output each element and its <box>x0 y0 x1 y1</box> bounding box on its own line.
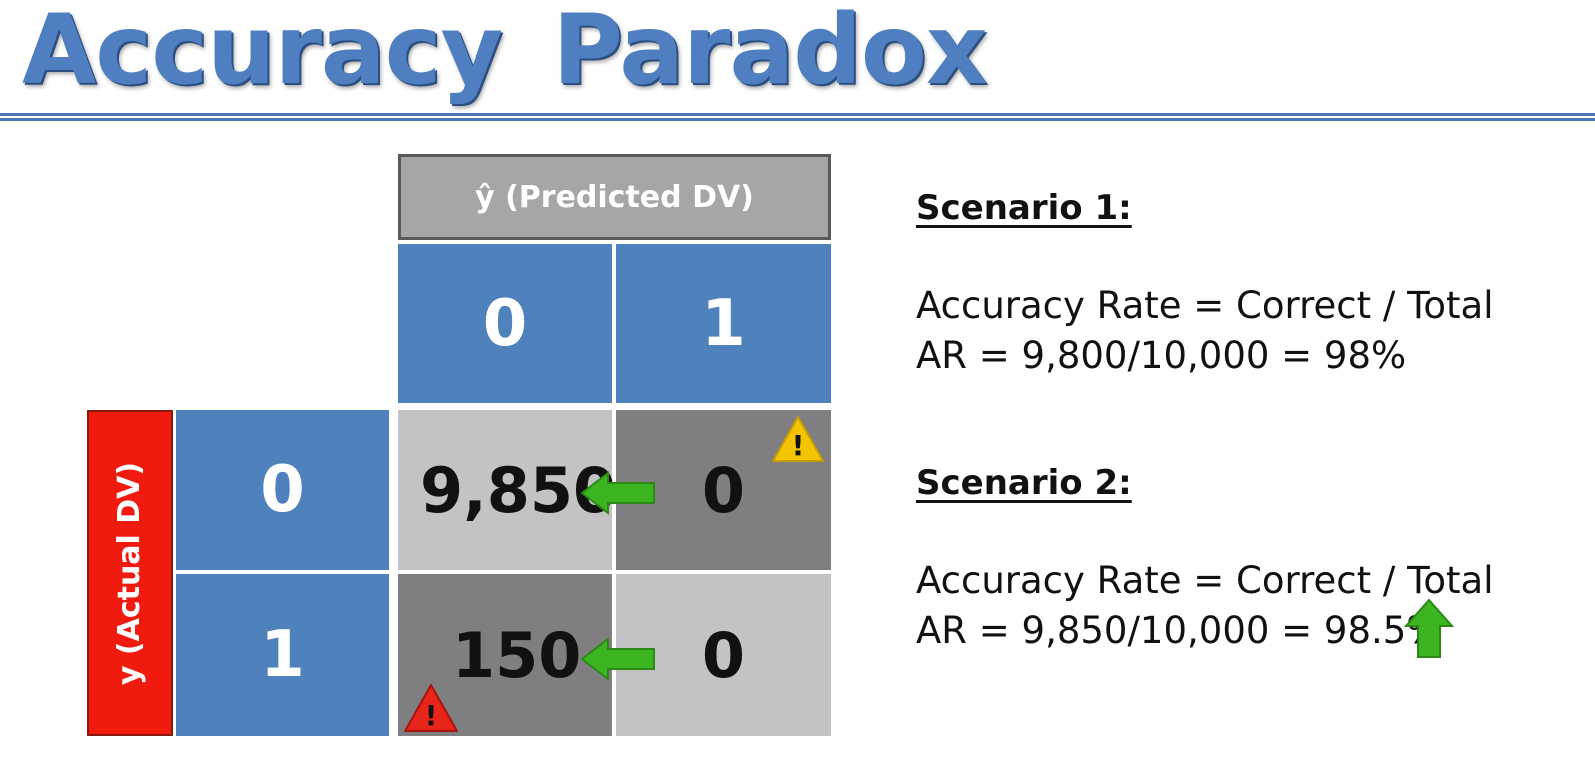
slide-title: Accuracy Paradox <box>22 0 988 106</box>
warning-yellow-glyph: ! <box>792 429 805 462</box>
actual-dv-header: y (Actual DV) <box>87 410 173 736</box>
predicted-label-1: 1 <box>616 244 831 403</box>
warning-yellow-icon: ! <box>772 416 824 462</box>
scenario2-heading: Scenario 2: <box>916 463 1132 503</box>
title-rule-top <box>0 113 1595 116</box>
left-arrow-icon <box>580 470 655 516</box>
scenario2-result: AR = 9,850/10,000 = 98.5% <box>916 609 1442 652</box>
left-arrow-icon <box>580 636 655 682</box>
actual-label-1: 1 <box>176 574 389 736</box>
actual-label-0: 0 <box>176 410 389 570</box>
scenario2-formula: Accuracy Rate = Correct / Total <box>916 559 1494 602</box>
title-rule-bottom <box>0 118 1595 121</box>
scenario1-heading: Scenario 1: <box>916 188 1132 228</box>
warning-red-glyph: ! <box>425 699 438 732</box>
cell-actual0-pred0: 9,850 <box>398 410 616 570</box>
predicted-dv-header: ŷ (Predicted DV) <box>398 154 831 240</box>
cell-actual1-pred1: 0 <box>616 574 831 736</box>
predicted-label-0: 0 <box>398 244 612 403</box>
warning-red-icon: ! <box>404 684 458 732</box>
up-arrow-icon <box>1404 598 1454 658</box>
scenario1-formula: Accuracy Rate = Correct / Total <box>916 284 1494 327</box>
scenario1-result: AR = 9,800/10,000 = 98% <box>916 334 1407 377</box>
actual-dv-label: y (Actual DV) <box>112 461 148 685</box>
